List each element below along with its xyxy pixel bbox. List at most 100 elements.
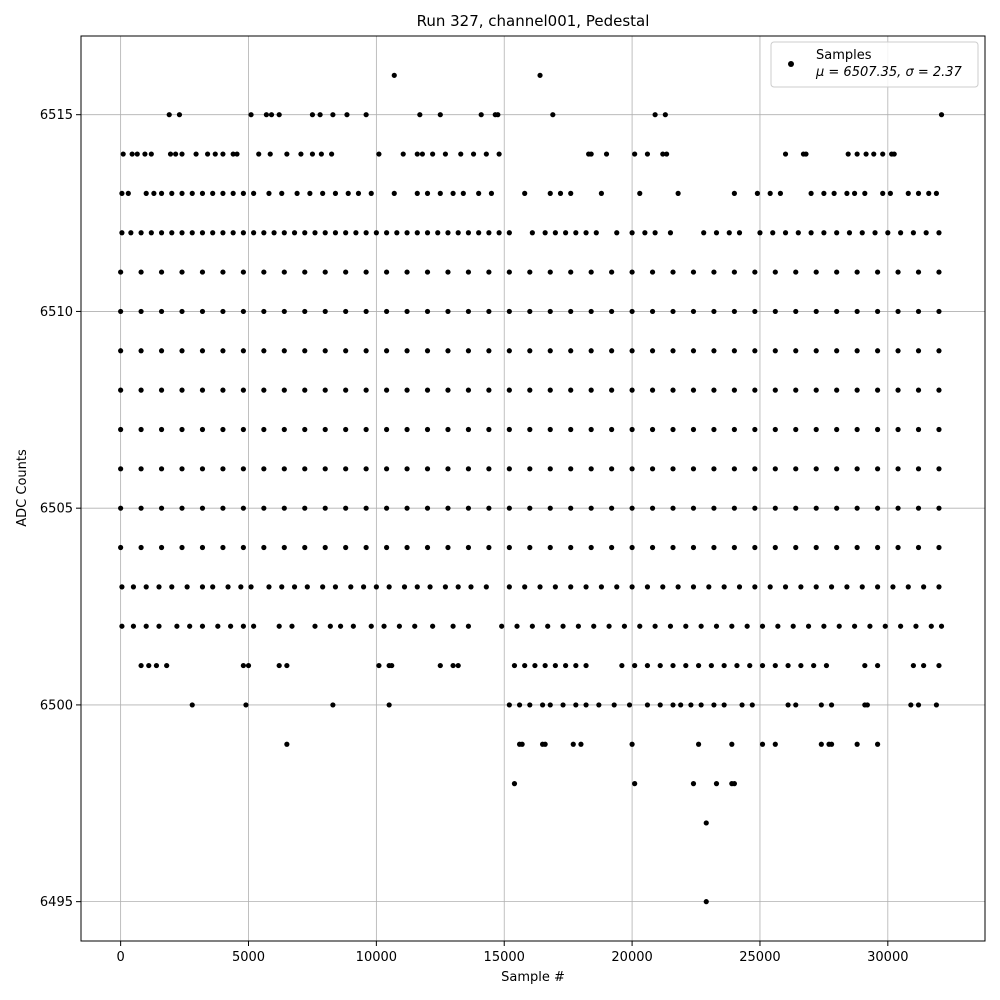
data-point [302,544,308,551]
data-point [506,426,512,433]
data-point [670,348,676,354]
data-point [688,702,694,708]
data-point [486,426,492,433]
data-point [263,112,270,118]
data-point [386,702,392,708]
legend-label: Samples [816,48,872,63]
data-point [199,308,206,315]
data-point [179,544,185,551]
data-point [343,308,349,315]
data-point [706,584,712,590]
data-point [404,466,410,472]
data-point [281,230,287,236]
data-point [220,426,226,433]
data-point [811,662,817,669]
data-point [427,584,433,590]
data-point [486,348,492,354]
data-point [874,544,881,551]
data-point [721,662,727,669]
data-point [552,584,558,590]
data-point [476,230,482,236]
data-point [644,662,651,669]
data-point [936,426,942,433]
data-point [683,623,689,629]
data-point [424,544,431,551]
data-point [537,584,543,590]
data-point [465,466,472,472]
data-point [695,662,702,669]
data-point [465,308,472,315]
data-point [148,230,154,236]
data-point [506,544,512,551]
data-point [430,623,436,629]
data-point [348,584,354,590]
data-point [455,584,461,590]
data-point [834,230,840,236]
data-point [670,505,676,511]
data-point [777,190,784,196]
data-point [199,190,206,196]
data-point [312,623,318,629]
data-point [486,269,492,275]
data-point [752,308,758,315]
data-point [527,426,533,433]
data-point [731,544,737,551]
data-point [609,505,615,511]
data-point [189,702,195,708]
data-point [167,151,174,157]
data-point [284,662,290,669]
data-point [836,623,842,629]
data-point [143,623,149,629]
data-point [483,151,489,157]
data-point [391,190,397,196]
data-point [450,623,456,629]
data-point [414,151,420,157]
data-point [424,387,431,393]
x-tick-label: 15000 [484,950,525,965]
data-point [632,151,638,157]
data-point [302,505,308,511]
data-point [895,269,901,275]
data-point [813,544,819,551]
data-point [644,584,651,590]
data-point [629,348,635,354]
data-point [614,230,620,236]
data-point [649,505,656,511]
data-point [752,387,758,393]
data-point [552,662,558,669]
grid-lines [81,36,985,941]
data-point [522,190,528,196]
data-point [486,308,492,315]
data-point [404,387,410,393]
data-point [915,544,922,551]
data-point [240,466,246,472]
data-point [859,584,865,590]
data-point [220,466,226,472]
data-point [158,505,165,511]
data-point [189,230,195,236]
data-point [430,151,436,157]
data-point [220,348,226,354]
data-point [386,584,392,590]
data-point [261,544,267,551]
data-point [770,230,776,236]
data-point [279,584,285,590]
data-point [670,426,676,433]
data-point [662,112,668,118]
y-axis-ticks: 6495 6500 6505 6510 6515 [40,108,81,910]
data-point [790,623,796,629]
data-point [158,269,165,275]
data-point [240,544,246,551]
data-point [119,190,125,196]
data-point [863,151,869,157]
data-point [138,662,144,669]
data-point [228,623,234,629]
data-point [759,623,766,629]
data-point [874,505,881,511]
data-point [675,584,681,590]
data-point [383,269,390,275]
x-tick-label: 0 [116,950,124,965]
data-point [261,505,267,511]
data-point [134,151,140,157]
x-tick-label: 5000 [232,950,265,965]
